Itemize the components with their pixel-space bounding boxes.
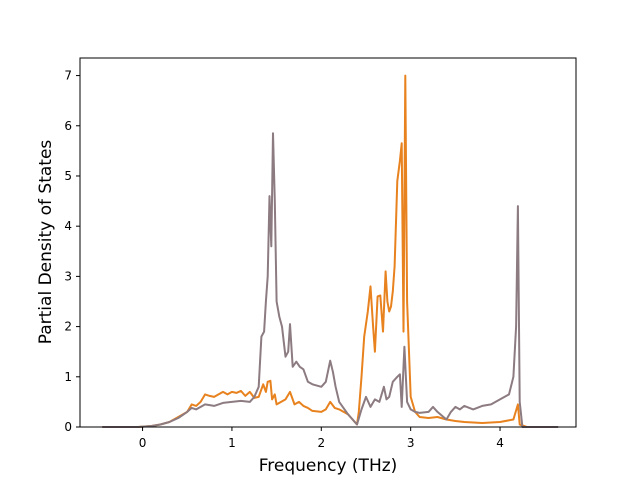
x-tick-label-3: 3: [407, 436, 415, 450]
x-tick-label-1: 1: [228, 436, 236, 450]
y-tick-label-4: 4: [64, 219, 72, 233]
x-tick-label-2: 2: [317, 436, 325, 450]
y-tick-label-6: 6: [64, 119, 72, 133]
y-tick-label-7: 7: [64, 69, 72, 83]
x-tick-label-0: 0: [139, 436, 147, 450]
y-tick-label-0: 0: [64, 420, 72, 434]
y-axis-label: Partial Density of States: [36, 140, 56, 345]
x-axis-label: Frequency (THz): [259, 456, 398, 476]
series-layer: [102, 74, 559, 428]
series-line-2: [102, 132, 559, 428]
y-tick-label-5: 5: [64, 169, 72, 183]
series-line-1: [102, 74, 559, 428]
x-tick-label-4: 4: [496, 436, 504, 450]
y-tick-label-2: 2: [64, 320, 72, 334]
y-tick-label-1: 1: [64, 370, 72, 384]
x-axis-ticks: 0 1 2 3 4: [139, 427, 504, 450]
plot-frame: [79, 57, 577, 428]
y-axis-ticks: 0 1 2 3 4 5 6 7: [64, 69, 80, 434]
y-tick-label-3: 3: [64, 269, 72, 283]
